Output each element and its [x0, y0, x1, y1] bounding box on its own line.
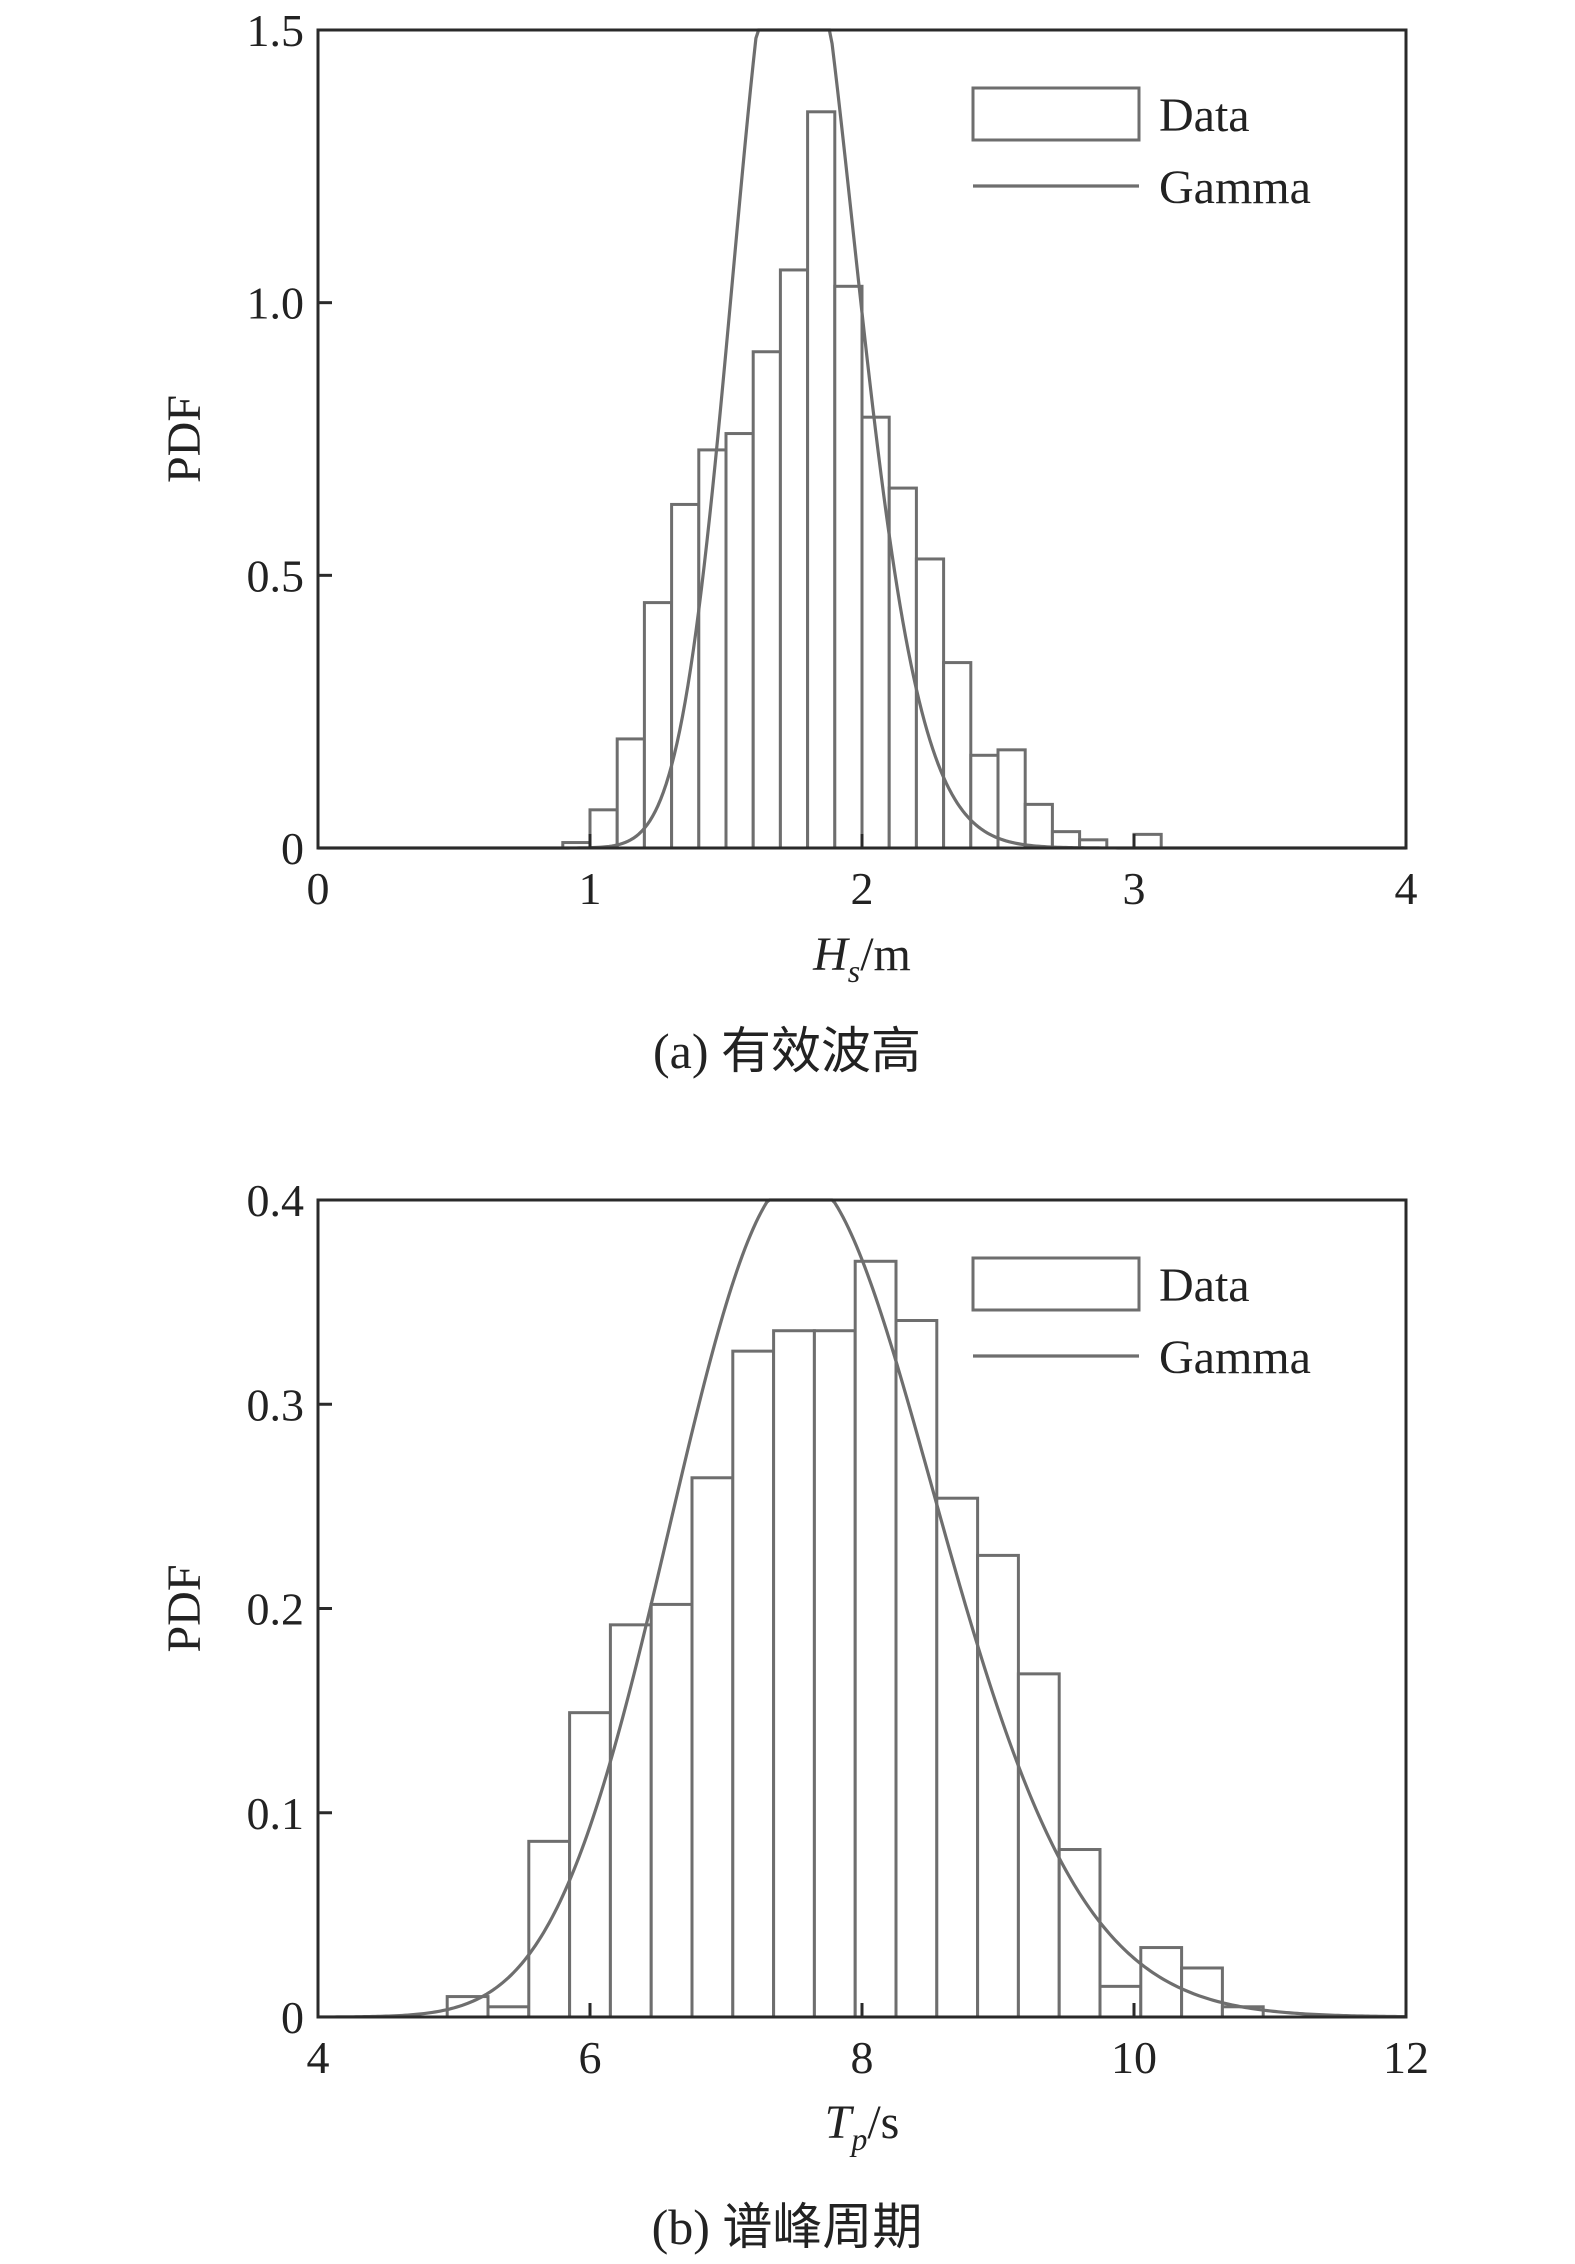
y-tick-label: 1.5	[247, 5, 305, 56]
x-axis-label: Hs/m	[812, 928, 911, 989]
gamma-curve	[318, 1198, 1407, 2019]
legend-gamma-label: Gamma	[1159, 1331, 1311, 1384]
histogram-bars	[445, 1259, 1265, 2019]
legend-data-swatch	[971, 86, 1141, 142]
x-tick-label: 3	[1123, 863, 1146, 914]
histogram-bar	[772, 1329, 816, 2019]
y-axis-label: PDF	[158, 395, 211, 483]
histogram-bar	[527, 1839, 572, 2019]
histogram-bar	[486, 2005, 531, 2019]
histogram-bar	[1132, 832, 1163, 850]
legend-data-label: Data	[1159, 89, 1250, 142]
legend: Data Gamma	[971, 1256, 1311, 1384]
x-tick-label: 2	[851, 863, 874, 914]
histogram-bar	[860, 415, 891, 850]
histogram-bar	[1057, 1848, 1102, 2019]
y-tick-label: 1.0	[247, 278, 305, 329]
chart-panel-b: 4 6 8 10 12 0 0.1 0.2 0.3 0.4 PDF Tp/s Data Gamma (b) …	[158, 1175, 1429, 2255]
histogram-bar	[996, 748, 1027, 850]
x-tick-label: 1	[579, 863, 602, 914]
histogram-bar	[1050, 830, 1082, 850]
histogram-bar	[724, 432, 755, 850]
y-tick-label: 0	[281, 1992, 304, 2043]
histogram-bar	[942, 661, 973, 850]
histogram-bars	[561, 110, 1163, 850]
legend-gamma-label: Gamma	[1159, 161, 1311, 214]
x-tick-label: 4	[1395, 863, 1418, 914]
x-axis-label: Tp/s	[825, 2096, 900, 2157]
y-tick-label: 0.3	[247, 1379, 305, 1430]
panel-caption: (b) 谱峰周期	[652, 2199, 923, 2255]
histogram-bar	[588, 808, 619, 850]
histogram-bar	[1139, 1946, 1184, 2019]
x-tick-label: 12	[1383, 2032, 1429, 2083]
legend-data-swatch	[971, 1256, 1141, 1312]
legend-data-label: Data	[1159, 1259, 1250, 1312]
histogram-bar	[690, 1476, 735, 2019]
histogram-bar	[1023, 802, 1054, 850]
x-tick-label: 6	[579, 2032, 602, 2083]
histogram-bar	[642, 601, 674, 850]
histogram-bar	[806, 110, 837, 850]
legend: Data Gamma	[971, 86, 1311, 214]
y-tick-label: 0.1	[247, 1788, 305, 1839]
histogram-bar	[697, 448, 728, 850]
y-axis-label: PDF	[158, 1564, 211, 1652]
y-tick-label: 0	[281, 823, 304, 874]
histogram-bar	[778, 268, 810, 850]
chart-panel-a: 0 1 2 3 4 0 0.5 1.0 1.5 PDF Hs/m Data Gamma (a) 有效波高	[158, 5, 1418, 1079]
histogram-bar	[833, 284, 864, 850]
x-tick-label: 4	[307, 2032, 330, 2083]
histogram-bar	[731, 1349, 776, 2019]
histogram-bar	[976, 1553, 1020, 2019]
y-tick-label: 0.4	[247, 1175, 305, 1226]
x-tick-label: 0	[307, 863, 330, 914]
histogram-bar	[853, 1259, 898, 2019]
y-tick-label: 0.2	[247, 1584, 305, 1635]
y-tick-label: 0.5	[247, 550, 305, 601]
histogram-bar	[649, 1602, 694, 2019]
histogram-bar	[751, 350, 782, 850]
x-tick-label: 8	[851, 2032, 874, 2083]
x-tick-label: 10	[1111, 2032, 1157, 2083]
histogram-bar	[894, 1319, 939, 2019]
histogram-bar	[969, 753, 1000, 850]
histogram-bar	[812, 1329, 857, 2019]
histogram-bar	[670, 502, 701, 850]
panel-caption: (a) 有效波高	[653, 1023, 921, 1079]
